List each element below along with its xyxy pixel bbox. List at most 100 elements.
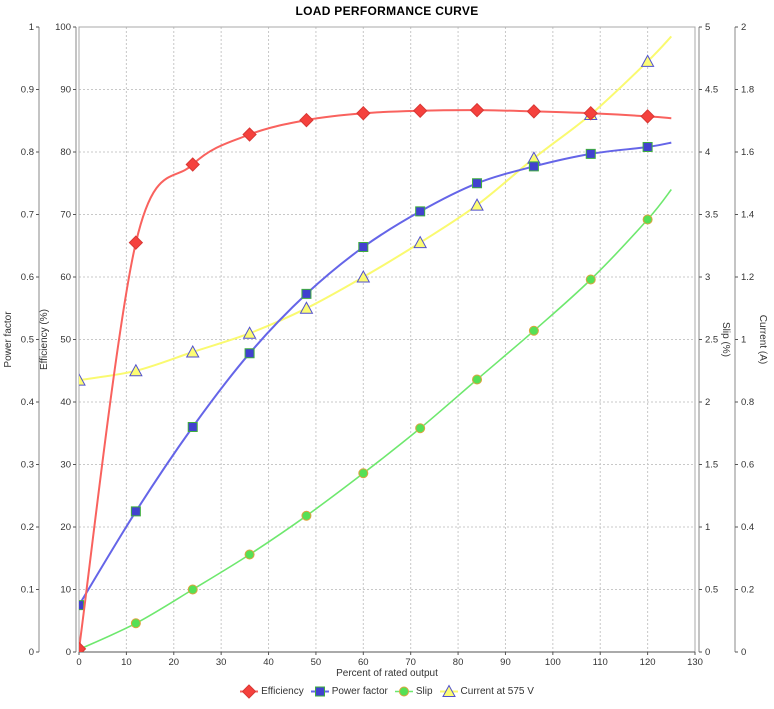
- cur-tick-label: 0: [741, 647, 746, 658]
- cur-tick-label: 1.4: [741, 210, 754, 221]
- marker-current-at-575-v: [413, 235, 428, 249]
- marker-power-factor: [642, 142, 653, 152]
- eff-axis-title: Efficiency (%): [39, 309, 50, 370]
- legend-label: Current at 575 V: [460, 685, 534, 697]
- marker-efficiency: [79, 641, 87, 652]
- pf-tick-label: 0.3: [21, 460, 34, 471]
- marker-current-at-575-v: [242, 326, 257, 339]
- marker-slip: [244, 549, 255, 560]
- marker-efficiency: [469, 102, 485, 118]
- slip-tick-label: 1: [705, 522, 710, 533]
- marker-current-at-575-v: [356, 269, 371, 283]
- eff-tick-label: 40: [60, 397, 71, 408]
- eff-tick-label: 50: [60, 335, 71, 346]
- x-tick-label: 50: [311, 657, 322, 668]
- legend-label: Power factor: [331, 685, 388, 697]
- pf-tick-label: 0.2: [21, 522, 34, 533]
- marker-current-at-575-v: [299, 301, 314, 314]
- legend-label: Slip: [415, 685, 433, 697]
- marker-efficiency: [583, 106, 598, 121]
- legend-item-current-at-575-v: Current at 575 V: [439, 683, 534, 699]
- marker-slip: [301, 510, 312, 521]
- x-tick-label: 20: [168, 657, 179, 668]
- slip-tick-label: 2: [705, 397, 710, 408]
- marker-power-factor: [187, 422, 198, 432]
- cur-tick-label: 0.8: [741, 397, 754, 408]
- eff-tick-label: 30: [60, 460, 71, 471]
- eff-tick-label: 0: [66, 647, 71, 658]
- square-legend-icon: [310, 686, 329, 696]
- marker-current-at-575-v: [185, 344, 200, 358]
- slip-tick-label: 2.5: [705, 335, 718, 346]
- slip-tick-label: 0.5: [705, 585, 718, 596]
- x-tick-label: 120: [640, 657, 656, 668]
- series-layer: [79, 35, 673, 652]
- eff-tick-label: 90: [60, 85, 71, 96]
- pf-tick-label: 0: [29, 647, 34, 658]
- x-tick-label: 80: [453, 657, 464, 668]
- slip-tick-label: 0: [705, 647, 710, 658]
- marker-efficiency: [356, 106, 371, 121]
- x-tick-label: 0: [76, 657, 81, 668]
- marker-current-at-575-v: [470, 198, 484, 211]
- marker-power-factor: [79, 600, 84, 611]
- marker-power-factor: [415, 206, 426, 217]
- legend-item-power-factor: Power factor: [310, 684, 388, 699]
- pf-tick-label: 0.9: [21, 85, 34, 96]
- marker-slip: [642, 214, 653, 225]
- marker-efficiency: [242, 127, 257, 142]
- chart-title: LOAD PERFORMANCE CURVE: [295, 4, 479, 18]
- legend-item-efficiency: Efficiency: [240, 683, 304, 699]
- marker-power-factor: [585, 148, 596, 159]
- x-tick-label: 60: [358, 657, 369, 668]
- marker-efficiency: [526, 104, 542, 119]
- cur-tick-label: 0.2: [741, 585, 754, 596]
- pf-tick-label: 0.7: [21, 210, 34, 221]
- marker-efficiency: [412, 103, 428, 118]
- cur-tick-label: 1.8: [741, 85, 754, 96]
- x-tick-label: 30: [216, 657, 227, 668]
- marker-power-factor: [244, 348, 255, 359]
- cur-tick-label: 1.2: [741, 272, 754, 283]
- slip-tick-label: 5: [705, 22, 710, 33]
- marker-current-at-575-v: [640, 54, 655, 67]
- marker-power-factor: [358, 242, 369, 252]
- pf-tick-label: 0.8: [21, 147, 34, 158]
- eff-tick-label: 100: [55, 22, 71, 33]
- x-tick-label: 130: [687, 657, 703, 668]
- marker-current-at-575-v: [129, 363, 143, 377]
- eff-tick-label: 10: [60, 585, 71, 596]
- slip-tick-label: 3: [705, 272, 710, 283]
- legend-label: Efficiency: [261, 685, 304, 697]
- cur-tick-label: 1.6: [741, 147, 754, 158]
- x-tick-label: 70: [405, 657, 416, 668]
- marker-power-factor: [528, 161, 539, 172]
- legend-item-slip: Slip: [394, 684, 433, 699]
- marker-slip: [415, 423, 426, 434]
- marker-slip: [528, 325, 539, 336]
- cur-tick-label: 2: [741, 22, 746, 33]
- marker-power-factor: [130, 506, 141, 517]
- marker-slip: [472, 374, 483, 385]
- circle-legend-icon: [394, 686, 413, 696]
- x-tick-label: 110: [593, 657, 608, 668]
- x-tick-label: 10: [121, 657, 132, 668]
- x-tick-label: 100: [545, 657, 561, 668]
- slip-tick-label: 4: [705, 147, 710, 158]
- pf-tick-label: 0.1: [21, 585, 34, 596]
- x-tick-label: 40: [263, 657, 274, 668]
- slip-tick-label: 1.5: [705, 460, 718, 471]
- marker-current-at-575-v: [79, 373, 86, 386]
- diamond-legend-icon: [240, 683, 259, 699]
- slip-axis-title: Slip (%): [720, 322, 731, 357]
- x-axis-title: Percent of rated output: [336, 668, 438, 679]
- cur-tick-label: 0.4: [741, 522, 754, 533]
- slip-tick-label: 3.5: [705, 210, 718, 221]
- pf-tick-label: 0.4: [21, 397, 34, 408]
- eff-tick-label: 80: [60, 147, 71, 158]
- marker-slip: [585, 274, 596, 285]
- pf-tick-label: 0.5: [21, 335, 34, 346]
- marker-efficiency: [128, 235, 144, 250]
- triangle-legend-icon: [439, 683, 458, 697]
